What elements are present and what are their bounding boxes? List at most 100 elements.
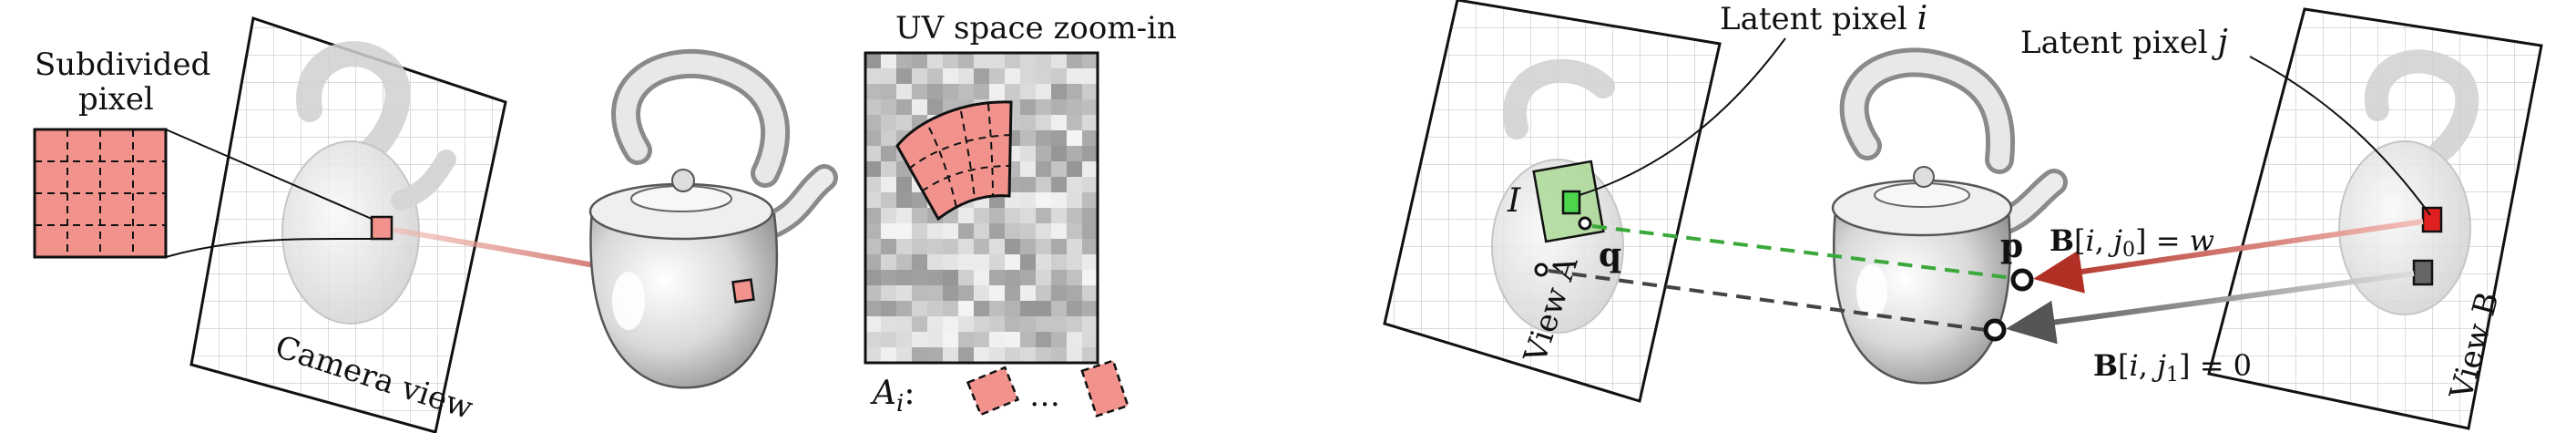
uv-noise-cell — [1005, 68, 1020, 84]
uv-noise-cell — [1067, 347, 1082, 363]
uv-noise-cell — [927, 53, 943, 68]
subdivided-pixel-label-line2: pixel — [78, 81, 154, 118]
uv-noise-cell — [1005, 223, 1020, 239]
uv-noise-cell — [865, 270, 881, 285]
uv-noise-cell — [1020, 254, 1036, 270]
uv-noise-cell — [912, 68, 927, 84]
uv-noise-cell — [881, 316, 896, 332]
uv-noise-cell — [1067, 115, 1082, 130]
uv-noise-cell — [912, 239, 927, 254]
uv-noise-cell — [1020, 270, 1036, 285]
uv-noise-cell — [943, 68, 958, 84]
uv-noise-cell — [974, 347, 989, 363]
uv-noise-cell — [1082, 285, 1098, 301]
uv-noise-cell — [974, 270, 989, 285]
uv-noise-cell — [1005, 316, 1020, 332]
uv-noise-cell — [958, 301, 974, 316]
uv-noise-cell — [1082, 115, 1098, 130]
uv-noise-cell — [1067, 84, 1082, 99]
uv-noise-cell — [881, 347, 896, 363]
uv-noise-cell — [927, 347, 943, 363]
uv-noise-cell — [912, 332, 927, 347]
camera-view-plane: Camera view — [189, 16, 507, 433]
teapot-surface-pixel — [731, 278, 755, 304]
uv-noise-cell — [1067, 161, 1082, 177]
uv-noise-cell — [1082, 130, 1098, 146]
uv-noise-cell — [1036, 161, 1051, 177]
uv-noise-cell — [896, 301, 912, 316]
uv-noise-cell — [1082, 347, 1098, 363]
uv-noise-cell — [1020, 192, 1036, 208]
uv-noise-cell — [1051, 177, 1067, 192]
uv-noise-cell — [989, 285, 1005, 301]
uv-noise-cell — [1067, 99, 1082, 115]
uv-noise-cell — [912, 254, 927, 270]
uv-noise-cell — [958, 208, 974, 223]
uv-noise-cell — [1067, 177, 1082, 192]
uv-noise-cell — [927, 316, 943, 332]
uv-noise-cell — [1082, 192, 1098, 208]
uv-noise-cell — [974, 332, 989, 347]
uv-noise-cell — [1020, 146, 1036, 161]
uv-noise-cell — [989, 208, 1005, 223]
uv-noise-cell — [958, 223, 974, 239]
uv-noise-cell — [943, 285, 958, 301]
uv-noise-cell — [1082, 177, 1098, 192]
uv-noise-cell — [1020, 115, 1036, 130]
uv-noise-cell — [927, 332, 943, 347]
uv-noise-cell — [943, 316, 958, 332]
uv-noise-cell — [865, 301, 881, 316]
uv-noise-cell — [896, 68, 912, 84]
uv-noise-cell — [989, 347, 1005, 363]
uv-noise-cell — [958, 53, 974, 68]
uv-noise-cell — [989, 68, 1005, 84]
uv-noise-cell — [1020, 347, 1036, 363]
uv-noise-cell — [927, 84, 943, 99]
uv-noise-cell — [865, 285, 881, 301]
uv-noise-cell — [1082, 332, 1098, 347]
uv-noise-cell — [1051, 53, 1067, 68]
equation-w: B[i, j0] = w — [2050, 223, 2214, 262]
uv-noise-cell — [1067, 192, 1082, 208]
uv-noise-cell — [1067, 254, 1082, 270]
uv-noise-cell — [974, 53, 989, 68]
uv-noise-cell — [881, 301, 896, 316]
uv-noise-cell — [1036, 270, 1051, 285]
uv-noise-cell — [1005, 84, 1020, 99]
uv-noise-cell — [1005, 347, 1020, 363]
uv-noise-cell — [1020, 84, 1036, 99]
uv-noise-cell — [989, 254, 1005, 270]
uv-noise-cell — [1051, 161, 1067, 177]
uv-noise-cell — [912, 285, 927, 301]
uv-noise-cell — [974, 239, 989, 254]
uv-noise-cell — [1067, 146, 1082, 161]
view-b-ghost-teapot — [2338, 49, 2479, 315]
view-b-plane: View B — [2207, 7, 2543, 430]
uv-noise-cell — [881, 84, 896, 99]
uv-noise-cell — [927, 239, 943, 254]
uv-noise-cell — [1082, 208, 1098, 223]
uv-noise-cell — [865, 208, 881, 223]
uv-noise-cell — [927, 223, 943, 239]
area-label: Ai: — [870, 375, 915, 418]
uv-noise-cell — [1051, 270, 1067, 285]
uv-noise-cell — [974, 254, 989, 270]
uv-noise-cell — [989, 316, 1005, 332]
uv-noise-cell — [958, 254, 974, 270]
teapot-right — [1831, 47, 2068, 385]
uv-noise-cell — [881, 68, 896, 84]
uv-noise-cell — [943, 347, 958, 363]
uv-noise-cell — [881, 239, 896, 254]
uv-noise-cell — [1020, 99, 1036, 115]
uv-noise-cell — [1051, 223, 1067, 239]
uv-noise-cell — [1020, 177, 1036, 192]
uv-noise-cell — [1067, 270, 1082, 285]
uv-noise-cell — [974, 68, 989, 84]
uv-noise-cell — [1082, 254, 1098, 270]
uv-noise-cell — [958, 68, 974, 84]
uv-noise-cell — [896, 332, 912, 347]
uv-noise-cell — [1036, 332, 1051, 347]
uv-noise-cell — [943, 239, 958, 254]
equation-zero: B[i, j1] = 0 — [2093, 348, 2252, 387]
uv-noise-cell — [1020, 68, 1036, 84]
